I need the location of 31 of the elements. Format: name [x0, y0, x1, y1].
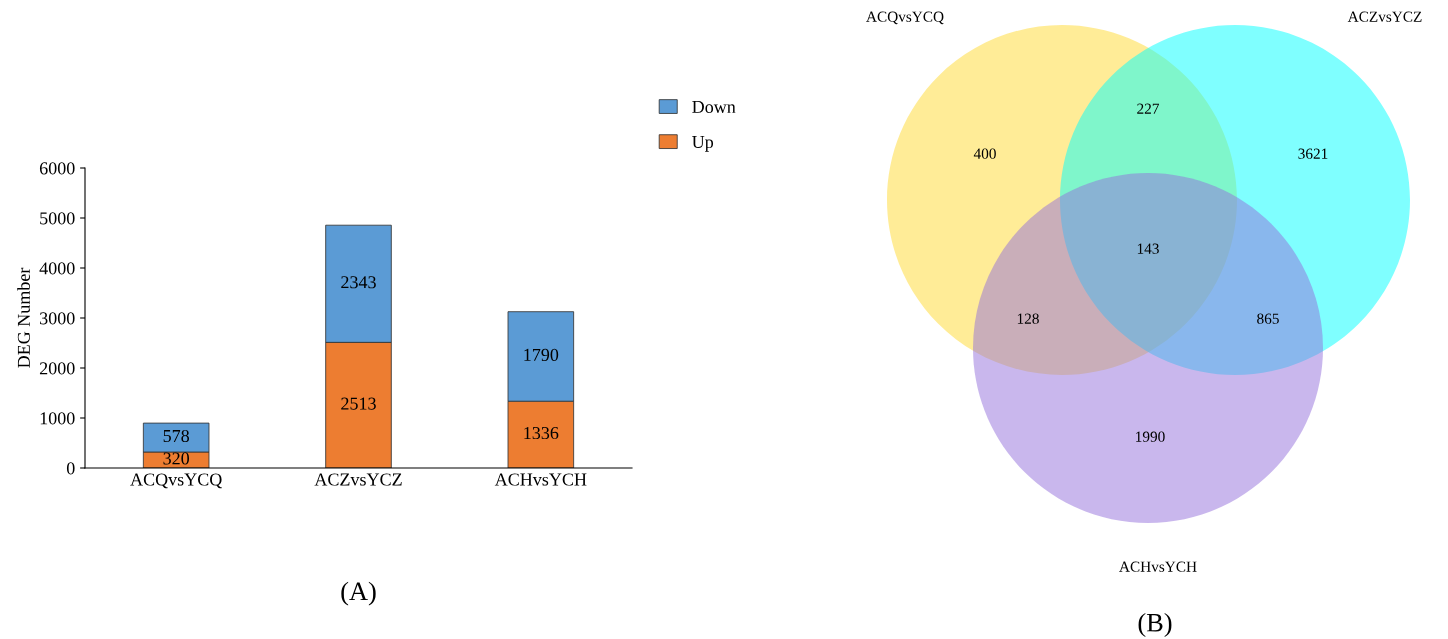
y-tick-label: 2000	[39, 362, 75, 375]
y-axis-title: DEG Number	[17, 267, 30, 368]
y-tick-label: 0	[66, 462, 75, 475]
data-label: 2343	[341, 276, 376, 289]
x-tick-label: ACQvsYCQ	[130, 473, 223, 489]
text: 227	[1137, 103, 1160, 114]
x-tick-label: ACZvsYCZ	[314, 473, 402, 486]
text: ACZvsYCZ	[1347, 11, 1422, 22]
text: 128	[1017, 313, 1039, 324]
data-label: 1790	[524, 348, 559, 361]
data-label: 320	[163, 452, 190, 465]
data-label: 1336	[524, 426, 559, 440]
text: 400	[973, 148, 996, 159]
legend-label: Down	[692, 101, 736, 113]
y-tick-label: 1000	[40, 412, 75, 425]
text: 1990	[1136, 431, 1165, 442]
data-label: 2513	[341, 397, 376, 410]
x-tick-label: ACHvsYCH	[494, 473, 587, 486]
text: (B)	[1138, 613, 1172, 637]
text: 865	[1257, 313, 1279, 324]
text: ACHvsYCH	[1119, 561, 1197, 572]
y-tick-label: 4000	[39, 262, 75, 275]
legend-label: Up	[692, 136, 714, 152]
text: 143	[1137, 243, 1159, 254]
y-tick-label: 6000	[39, 162, 75, 175]
text: ACQvsYCQ	[866, 11, 944, 25]
text: 3621	[1298, 148, 1328, 159]
y-tick-label: 3000	[40, 312, 75, 325]
text: (A)	[341, 581, 376, 606]
y-tick-label: 5000	[40, 212, 75, 225]
data-label: 578	[163, 429, 190, 443]
